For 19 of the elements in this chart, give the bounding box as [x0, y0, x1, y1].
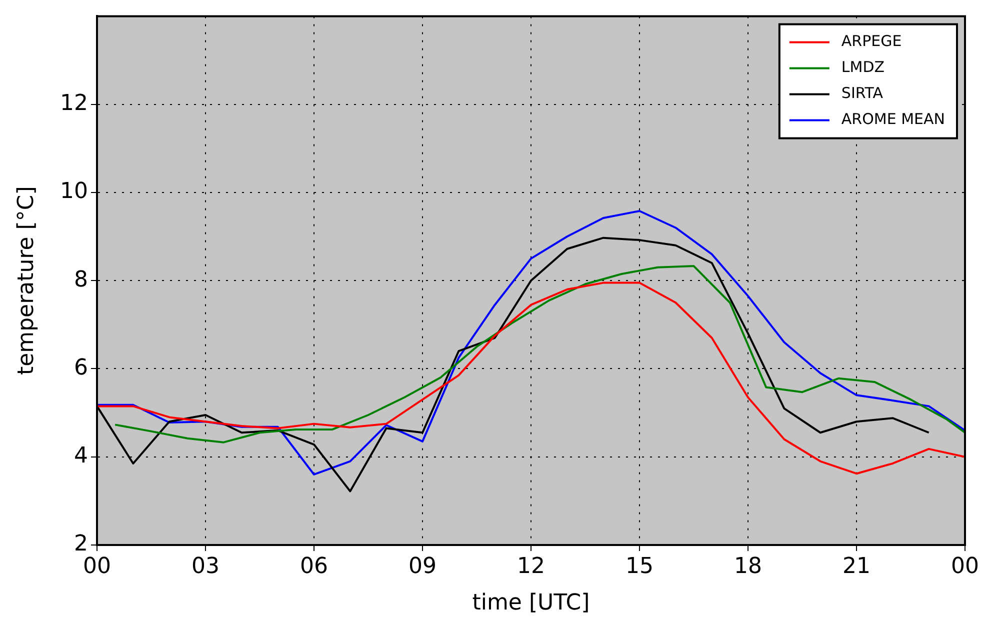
legend-label: AROME MEAN — [841, 110, 946, 128]
x-axis-title: time [UTC] — [472, 590, 590, 616]
x-tick-label: 15 — [626, 554, 654, 579]
y-axis-title: temperature [°C] — [14, 186, 39, 376]
legend-label: ARPEGE — [841, 32, 902, 50]
x-tick-label: 09 — [408, 554, 436, 579]
x-tick-label: 21 — [842, 554, 870, 579]
legend-label: SIRTA — [841, 84, 884, 102]
legend-label: LMDZ — [841, 58, 885, 76]
x-tick-label: 00 — [951, 554, 979, 579]
x-tick-label: 06 — [300, 554, 328, 579]
y-tick-label: 8 — [74, 267, 88, 292]
x-tick-label: 03 — [192, 554, 220, 579]
x-tick-label: 18 — [734, 554, 762, 579]
x-tick-label: 12 — [517, 554, 545, 579]
y-tick-label: 4 — [74, 444, 88, 469]
y-tick-label: 12 — [60, 91, 88, 116]
y-tick-label: 6 — [74, 355, 88, 380]
y-tick-label: 10 — [60, 179, 88, 204]
